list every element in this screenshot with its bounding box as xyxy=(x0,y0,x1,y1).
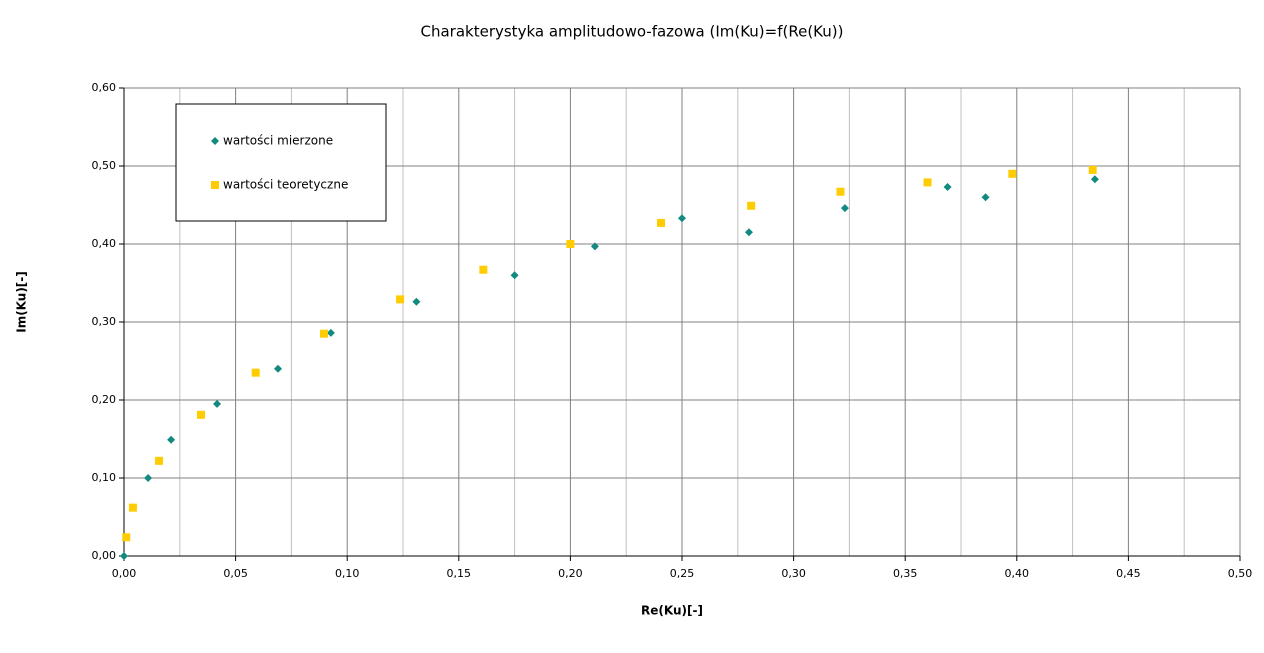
x-tick-label: 0,25 xyxy=(670,567,695,580)
point xyxy=(197,410,206,419)
point xyxy=(943,183,952,192)
point xyxy=(590,242,599,251)
point xyxy=(167,435,176,444)
point xyxy=(144,474,153,482)
point xyxy=(122,533,131,542)
x-tick-label: 0,45 xyxy=(1116,567,1141,580)
point xyxy=(1090,175,1099,184)
point xyxy=(120,552,128,560)
y-tick-label: 0,30 xyxy=(92,315,117,328)
point xyxy=(657,218,666,227)
legend-marker xyxy=(211,181,219,189)
x-axis-label: Re(Ku)[-] xyxy=(641,604,703,618)
point xyxy=(510,271,519,280)
x-tick-label: 0,35 xyxy=(893,567,918,580)
y-tick-label: 0,10 xyxy=(92,471,117,484)
point xyxy=(840,204,849,213)
point xyxy=(319,329,328,338)
x-tick-label: 0,15 xyxy=(447,567,472,580)
legend-label: wartości teoretyczne xyxy=(223,178,348,192)
point xyxy=(213,399,222,408)
y-tick-label: 0,00 xyxy=(92,549,117,562)
y-tick-label: 0,50 xyxy=(92,159,117,172)
point xyxy=(128,503,137,512)
point xyxy=(251,368,260,377)
x-tick-label: 0,00 xyxy=(112,567,137,580)
point xyxy=(744,228,753,237)
x-tick-label: 0,30 xyxy=(781,567,806,580)
point xyxy=(412,297,421,306)
point xyxy=(678,214,686,223)
y-tick-label: 0,40 xyxy=(92,237,117,250)
point xyxy=(1088,165,1097,174)
x-tick-label: 0,50 xyxy=(1228,567,1253,580)
x-tick-label: 0,40 xyxy=(1005,567,1030,580)
point xyxy=(274,364,283,373)
point xyxy=(566,240,575,248)
x-tick-label: 0,10 xyxy=(335,567,360,580)
point xyxy=(479,265,488,274)
x-tick-label: 0,05 xyxy=(223,567,248,580)
point xyxy=(923,178,932,187)
legend-marker xyxy=(211,137,219,145)
y-tick-label: 0,20 xyxy=(92,393,117,406)
point xyxy=(981,193,990,202)
y-tick-label: 0,60 xyxy=(92,81,117,94)
point xyxy=(155,456,164,465)
point xyxy=(396,295,405,304)
legend-box xyxy=(175,103,387,222)
chart-title: Charakterystyka amplitudowo-fazowa (Im(K… xyxy=(421,23,844,41)
point xyxy=(326,328,335,337)
y-axis-label: Im(Ku)[-] xyxy=(15,271,29,333)
legend-label: wartości mierzone xyxy=(223,134,333,148)
x-tick-label: 0,20 xyxy=(558,567,583,580)
point xyxy=(1008,169,1017,178)
point xyxy=(747,201,756,210)
point xyxy=(836,187,845,196)
